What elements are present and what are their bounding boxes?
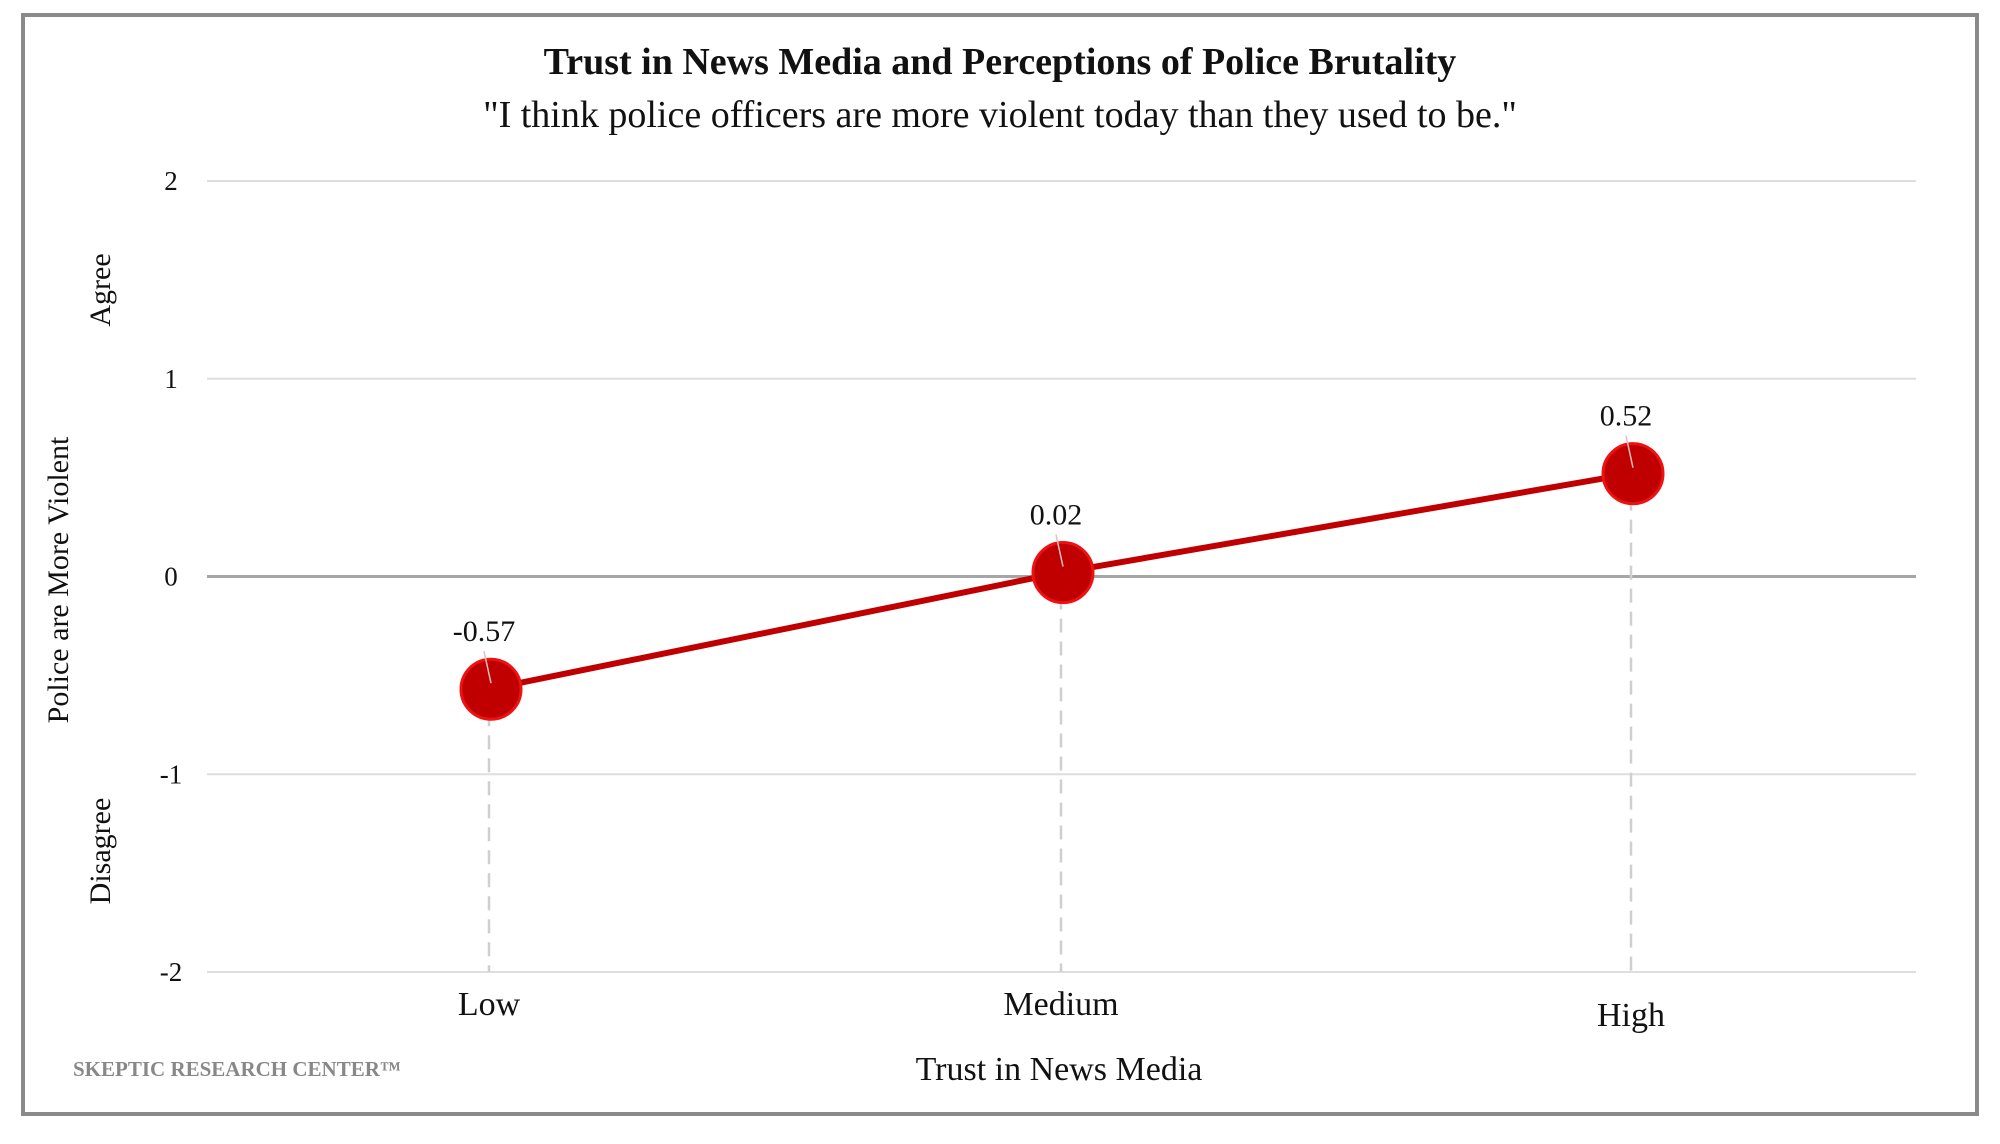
data-point bbox=[1601, 442, 1665, 506]
label-leader bbox=[483, 651, 492, 684]
data-label: 0.02 bbox=[1030, 499, 1083, 532]
watermark-logo: SKEPTIC RESEARCH CENTER™ bbox=[73, 1057, 401, 1081]
y-axis-agree-label: Agree bbox=[84, 253, 117, 326]
chart-title: Trust in News Media and Perceptions of P… bbox=[544, 41, 1457, 83]
y-tick-label: 2 bbox=[164, 166, 178, 196]
x-tick-label: Low bbox=[458, 986, 521, 1023]
data-label: -0.57 bbox=[453, 615, 516, 648]
data-point bbox=[459, 657, 523, 721]
x-tick-label: Medium bbox=[1003, 986, 1118, 1023]
data-point bbox=[1031, 541, 1095, 605]
chart-subtitle: "I think police officers are more violen… bbox=[483, 94, 1517, 136]
chart-border bbox=[21, 13, 1979, 1116]
y-tick-label: -2 bbox=[160, 957, 183, 987]
x-tick-label: High bbox=[1597, 997, 1665, 1034]
y-tick-label: 0 bbox=[164, 562, 178, 592]
y-axis-title: Police are More Violent bbox=[42, 436, 75, 723]
x-axis-title: Trust in News Media bbox=[916, 1051, 1203, 1088]
data-label: 0.52 bbox=[1600, 400, 1653, 433]
y-tick-label: -1 bbox=[160, 759, 183, 789]
label-leader bbox=[1055, 534, 1064, 567]
y-tick-label: 1 bbox=[164, 364, 178, 394]
y-axis-disagree-label: Disagree bbox=[84, 798, 117, 905]
label-leader bbox=[1625, 435, 1634, 468]
